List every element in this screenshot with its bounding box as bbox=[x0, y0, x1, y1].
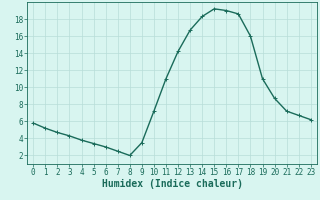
X-axis label: Humidex (Indice chaleur): Humidex (Indice chaleur) bbox=[101, 179, 243, 189]
